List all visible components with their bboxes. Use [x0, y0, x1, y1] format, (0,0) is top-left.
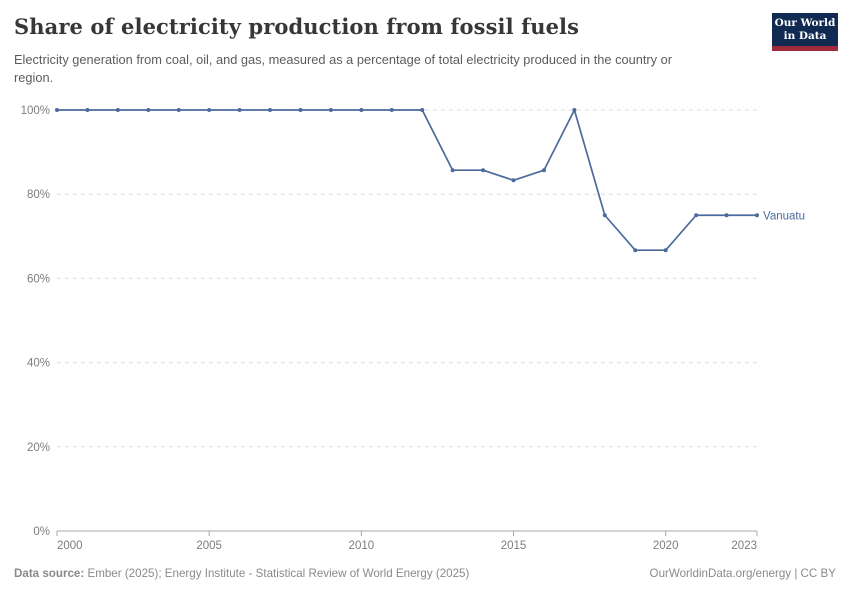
- data-point[interactable]: [359, 108, 364, 112]
- data-point[interactable]: [602, 213, 607, 218]
- owid-logo-red-bar: [772, 46, 838, 51]
- data-point[interactable]: [450, 168, 455, 173]
- data-point[interactable]: [298, 108, 303, 112]
- owid-logo-line1: Our World: [774, 17, 836, 29]
- owid-link[interactable]: OurWorldinData.org/energy | CC BY: [649, 567, 836, 580]
- data-point[interactable]: [55, 108, 59, 112]
- data-point[interactable]: [328, 108, 333, 112]
- data-point[interactable]: [115, 108, 120, 112]
- x-tick-label: 2010: [349, 540, 375, 552]
- data-point[interactable]: [694, 213, 699, 218]
- series-line[interactable]: [56, 109, 758, 252]
- data-point[interactable]: [724, 213, 729, 218]
- data-point[interactable]: [268, 108, 273, 112]
- chart-subtitle: Electricity generation from coal, oil, a…: [14, 52, 672, 86]
- owid-logo-text: Our World in Data: [772, 13, 838, 46]
- data-point[interactable]: [572, 108, 577, 112]
- data-source: Data source: Ember (2025); Energy Instit…: [14, 567, 469, 580]
- data-source-label: Data source:: [14, 567, 85, 580]
- owid-logo[interactable]: Our World in Data: [772, 13, 838, 51]
- x-tick-label: 2005: [196, 540, 222, 552]
- x-tick-label: 2015: [501, 540, 527, 552]
- data-point[interactable]: [146, 108, 151, 112]
- data-point[interactable]: [237, 108, 242, 112]
- y-tick-label: 0%: [33, 526, 50, 538]
- y-tick-label: 40%: [27, 358, 50, 370]
- data-point[interactable]: [663, 248, 668, 253]
- chart-title: Share of electricity production from fos…: [14, 14, 580, 39]
- page-footer: Data source: Ember (2025); Energy Instit…: [14, 567, 836, 580]
- y-tick-label: 100%: [21, 105, 50, 117]
- x-tick-label: 2000: [57, 540, 83, 552]
- series-name-label[interactable]: Vanuatu: [763, 210, 805, 222]
- data-point[interactable]: [176, 108, 181, 112]
- data-source-text: Ember (2025); Energy Institute - Statist…: [84, 567, 470, 580]
- data-point[interactable]: [633, 248, 638, 253]
- x-tick-label: 2023: [731, 540, 757, 552]
- y-tick-label: 60%: [27, 273, 50, 285]
- y-tick-label: 20%: [27, 442, 50, 454]
- data-point[interactable]: [541, 168, 546, 173]
- data-point[interactable]: [207, 108, 212, 112]
- data-point[interactable]: [389, 108, 394, 112]
- data-point[interactable]: [420, 108, 425, 112]
- data-point[interactable]: [755, 213, 759, 218]
- data-point[interactable]: [481, 168, 486, 173]
- x-tick-label: 2020: [653, 540, 679, 552]
- data-point[interactable]: [85, 108, 90, 112]
- y-tick-label: 80%: [27, 189, 50, 201]
- data-point[interactable]: [511, 178, 516, 183]
- owid-logo-line2: in Data: [783, 29, 827, 42]
